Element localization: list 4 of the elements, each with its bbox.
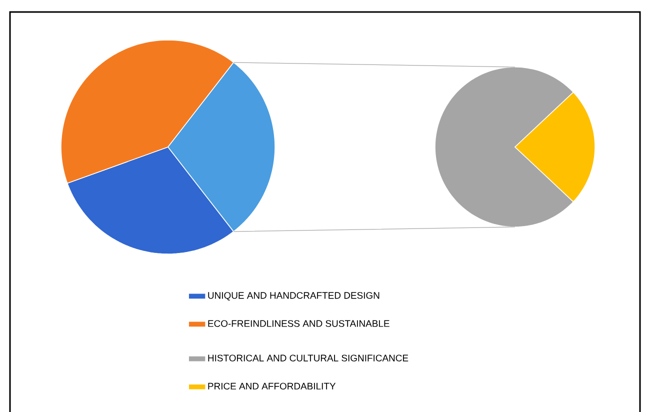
legend-label: HISTORICAL AND CULTURAL SIGNIFICANCE (208, 354, 408, 362)
legend-label: ECO-FREINDLINESS AND SUSTAINABLE (208, 320, 390, 327)
legend-label: PRICE AND AFFORDABILITY (208, 382, 336, 390)
legend-label: UNIQUE AND HANDCRAFTED DESIGN (208, 292, 380, 300)
